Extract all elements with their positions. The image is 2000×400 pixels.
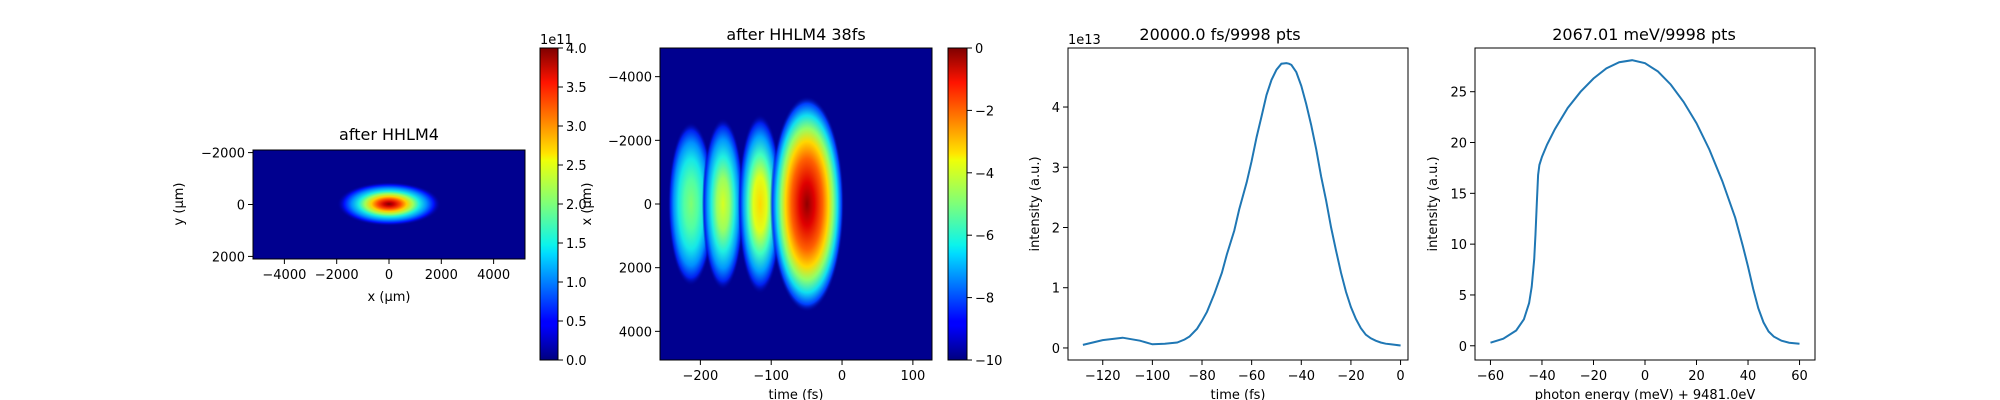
p3-y-tick-label: 1 [1052,282,1060,297]
p1-y-tick-label: 2000 [212,250,245,265]
p2-pulse-1 [668,122,714,286]
p2-y-label: x (μm) [580,183,595,226]
p3-x-label: time (fs) [1211,388,1266,400]
p4-x-tick-label: 60 [1791,369,1808,384]
p3-x-tick-label: 0 [1396,369,1404,384]
p2-colorbar-tick-label: −10 [975,354,1002,369]
p3-y-tick-label: 0 [1052,342,1060,357]
p1-x-ticks: −4000 −2000 0 2000 4000 [262,259,510,283]
p4-x-tick-label: 40 [1740,369,1757,384]
p3-title: 20000.0 fs/9998 pts [1139,25,1300,44]
p2-y-tick-label: 0 [644,198,652,213]
time-space-panel: after HHLM4 38fs −200 −100 0 100 −4000−2000… [580,25,1002,400]
p4-y-tick-label: 0 [1459,340,1467,355]
p3-x-tick-label: −20 [1337,369,1364,384]
p4-x-label: photon energy (meV) + 9481.0eV [1535,388,1756,400]
p2-colorbar [947,47,968,361]
p2-x-ticks: −200 −100 0 100 [683,360,925,384]
p4-y-tick-label: 5 [1459,289,1467,304]
p1-colorbar-tick-label: 1.5 [566,237,587,252]
p2-x-tick-label: 100 [900,369,925,384]
p2-y-ticks: −4000 −2000 0 2000 4000 [608,71,660,340]
p4-y-tick-label: 10 [1450,238,1467,253]
p1-colorbar-ticks: 0.0 0.5 1.0 1.5 2.0 2.5 3.0 3.5 4.0 [558,42,587,369]
p2-colorbar-tick-label: 0 [975,42,983,57]
p2-x-tick-label: −100 [753,369,789,384]
p3-y-tick-label: 2 [1052,221,1060,236]
beam-profile-panel: after HHLM4 −4000 −2000 0 2000 4000 −2000 0 20… [172,33,587,369]
p1-colorbar-tick-label: 4.0 [566,42,587,57]
p4-y-tick-label: 15 [1450,187,1467,202]
p3-series-line [1082,62,1401,347]
p3-x-tick-label: −100 [1135,369,1171,384]
p1-colorbar-tick-label: 2.0 [566,198,587,213]
p2-colorbar-tick-label: −6 [975,229,994,244]
p3-y-label: intensity (a.u.) [1028,156,1043,251]
p1-y-tick-label: 0 [237,199,245,214]
p1-x-tick-label: 4000 [477,268,510,283]
p3-y-ticks: 0 1 2 3 4 [1052,101,1068,357]
p4-title: 2067.01 meV/9998 pts [1552,25,1736,44]
p3-y-tick-label: 4 [1052,101,1060,116]
p2-pulse-2 [702,118,744,290]
p2-y-tick-label: −4000 [608,71,652,86]
p1-x-tick-label: −4000 [262,268,306,283]
p2-x-tick-label: 0 [838,369,846,384]
p1-colorbar [539,47,559,361]
p3-x-tick-label: −80 [1188,369,1215,384]
p3-x-tick-label: −60 [1238,369,1265,384]
p4-x-ticks: −60 −40 −20 0 20 40 60 [1477,360,1808,384]
p2-colorbar-ticks: −10 −8 −6 −4 −2 0 [967,42,1002,369]
p1-title: after HHLM4 [339,125,439,144]
p3-x-ticks: −120 −100 −80 −60 −40 −20 0 [1085,360,1405,384]
p1-x-tick-label: 2000 [425,268,458,283]
p4-x-tick-label: 20 [1688,369,1705,384]
p4-y-tick-label: 25 [1450,86,1467,101]
p1-colorbar-tick-label: 0.0 [566,354,587,369]
p2-y-tick-label: 2000 [619,262,652,277]
spectrum-panel: 2067.01 meV/9998 pts −60 −40 −20 0 20 40 60 0 5… [1426,25,1816,400]
p2-colorbar-tick-label: −8 [975,292,994,307]
p2-title: after HHLM4 38fs [726,25,865,44]
p2-pulse-main [770,96,844,312]
p2-y-tick-label: 4000 [619,325,652,340]
p3-y-tick-label: 3 [1052,161,1060,176]
p1-y-tick-label: −2000 [201,147,245,162]
p1-x-label: x (μm) [368,290,411,305]
p1-x-tick-label: −2000 [315,268,359,283]
p1-colorbar-tick-label: 3.0 [566,120,587,135]
p1-x-tick-label: 0 [385,268,393,283]
p1-y-label: y (μm) [172,183,187,226]
p2-pulse-3 [738,114,782,294]
p1-colorbar-scale-label: 1e11 [540,33,573,48]
p4-series-line [1490,59,1800,345]
p3-axes-frame [1067,47,1409,361]
p2-colorbar-tick-label: −2 [975,104,994,119]
p3-scale-label: 1e13 [1068,33,1101,48]
p3-x-tick-label: −120 [1085,369,1121,384]
p2-x-tick-label: −200 [683,369,719,384]
temporal-profile-panel: 20000.0 fs/9998 pts 1e13 −120 −100 −80 −60−… [1028,25,1409,400]
p4-y-ticks: 0 5 10 15 20 25 [1450,86,1475,355]
p2-colorbar-tick-label: −4 [975,167,994,182]
p4-x-tick-label: −60 [1477,369,1504,384]
p4-x-tick-label: 0 [1641,369,1649,384]
p4-y-label: intensity (a.u.) [1426,156,1441,251]
p2-pulses [668,96,844,312]
p1-colorbar-tick-label: 2.5 [566,159,587,174]
p4-x-tick-label: −40 [1528,369,1555,384]
p2-x-label: time (fs) [769,388,824,400]
p1-beam-spot [337,182,441,226]
p4-x-tick-label: −20 [1580,369,1607,384]
p4-y-tick-label: 20 [1450,137,1467,152]
p1-colorbar-tick-label: 3.5 [566,81,587,96]
p2-y-tick-label: −2000 [608,134,652,149]
p1-colorbar-tick-label: 0.5 [566,315,587,330]
p3-x-tick-label: −40 [1288,369,1315,384]
p1-y-ticks: −2000 0 2000 [201,147,253,265]
p1-colorbar-tick-label: 1.0 [566,276,587,291]
